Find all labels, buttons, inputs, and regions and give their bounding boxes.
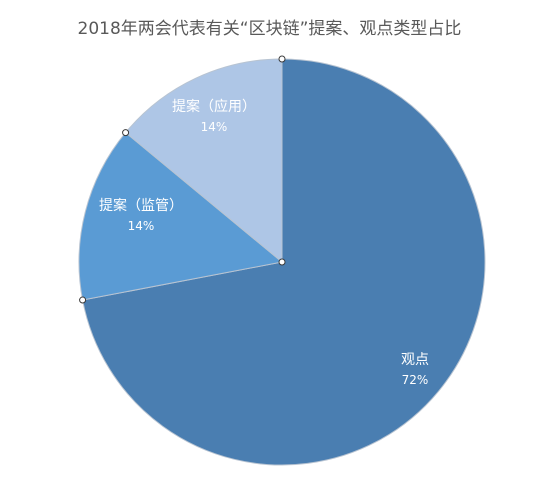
chart-title: 2018年两会代表有关“区块链”提案、观点类型占比 <box>77 19 462 39</box>
slice-percent-1: 72% <box>402 373 429 387</box>
pie-slice-2 <box>78 131 284 301</box>
slice-boundary-marker-3 <box>122 129 130 137</box>
slice-boundary-marker-1 <box>278 55 286 63</box>
slice-label-2: 提案（监管） <box>99 197 183 214</box>
slice-percent-3: 14% <box>201 120 228 134</box>
slice-boundary-marker-4 <box>278 258 286 266</box>
slice-percent-2: 14% <box>128 219 155 233</box>
slice-label-3: 提案（应用） <box>172 98 256 115</box>
slice-label-1: 观点 <box>401 352 429 368</box>
pie-slice-3 <box>124 58 283 264</box>
slice-boundary-marker-2 <box>79 296 87 304</box>
